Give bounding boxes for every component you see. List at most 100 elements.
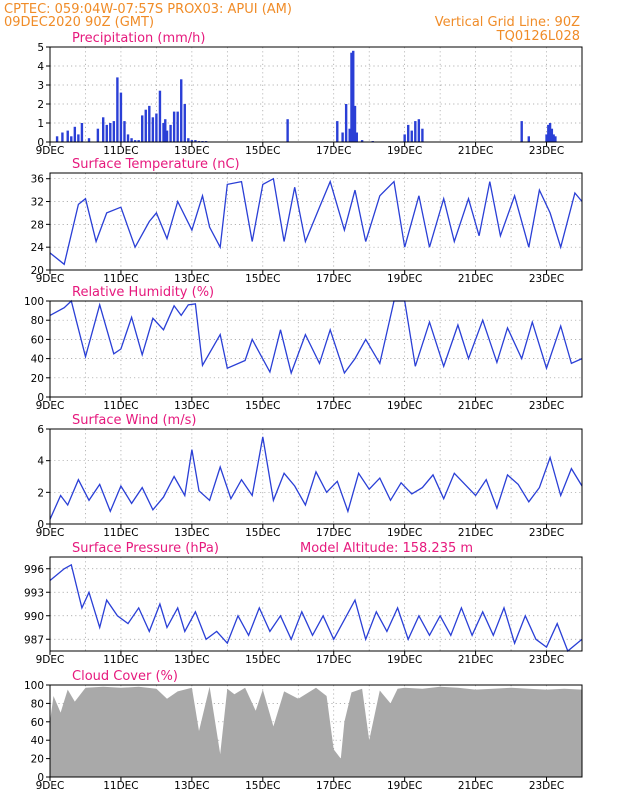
precip-bar <box>55 136 59 142</box>
cloud-cover-area <box>50 686 582 777</box>
precip-bar <box>151 117 155 142</box>
precip-bar <box>403 134 406 142</box>
y-tick-label: 100 <box>24 680 44 692</box>
precip-bar <box>350 52 353 143</box>
precip-frame <box>49 46 583 143</box>
x-tick-label: 19DEC <box>387 145 422 157</box>
precip-bar <box>87 138 91 142</box>
rh-title: Relative Humidity (%) <box>72 285 214 300</box>
precip-bar <box>80 123 84 142</box>
precip-bar <box>336 121 339 142</box>
wind-series-line <box>49 436 583 520</box>
header-model-code: TQ0126L028 <box>496 29 580 44</box>
y-tick-label: 3 <box>37 80 44 92</box>
y-tick-label: 0 <box>37 392 44 404</box>
x-tick-label: 9DEC <box>36 145 65 157</box>
precip-bar <box>341 132 344 142</box>
header-location: CPTEC: 059:04W-07:57S PROX03: APUI (AM) <box>4 2 292 17</box>
x-tick-label: 21DEC <box>458 400 493 412</box>
precip-bar <box>421 128 424 142</box>
rh-series-line <box>49 299 583 376</box>
precip-bar <box>73 126 77 142</box>
x-tick-label: 9DEC <box>36 527 65 539</box>
precip-bar <box>552 134 555 142</box>
x-tick-label: 13DEC <box>174 527 209 539</box>
y-tick-label: 993 <box>24 587 44 599</box>
x-tick-label: 19DEC <box>387 527 422 539</box>
precip-bar <box>353 105 357 142</box>
precip-bar <box>355 132 358 142</box>
wind-frame <box>49 428 583 525</box>
y-tick-label: 80 <box>31 315 44 327</box>
precip-bar <box>352 50 355 142</box>
precip-bar <box>119 92 123 142</box>
x-tick-label: 21DEC <box>458 273 493 285</box>
precip-bar <box>180 79 183 142</box>
x-tick-label: 15DEC <box>245 400 280 412</box>
x-tick-label: 13DEC <box>174 780 209 792</box>
y-tick-label: 1 <box>37 118 44 130</box>
cloud-frame <box>49 684 583 778</box>
rh-panel: 0 20 40 60 80 100 9DEC 11DEC 13DEC 15DEC 17DEC 19DE… <box>24 296 583 412</box>
x-tick-label: 15DEC <box>245 527 280 539</box>
y-tick-label: 36 <box>31 174 45 186</box>
precip-panel: 0 1 2 3 4 5 9DEC 11DEC 13DEC 15DEC 17DEC 19DEC 21DEC… <box>36 42 583 157</box>
precip-bar <box>102 117 105 142</box>
precip-bar <box>141 115 144 142</box>
precip-bar <box>77 134 80 142</box>
x-tick-label: 23DEC <box>529 145 564 157</box>
x-tick-label: 15DEC <box>245 780 280 792</box>
x-tick-label: 19DEC <box>387 273 422 285</box>
x-tick-label: 17DEC <box>316 780 351 792</box>
y-tick-label: 20 <box>31 373 44 385</box>
precip-bar <box>61 132 64 142</box>
wind-panel: 0 2 4 6 9DEC 11DEC 13DEC 15DEC 17DEC 19DEC 21DEC 23… <box>36 424 583 539</box>
precip-bar <box>407 124 410 142</box>
y-tick-label: 4 <box>37 61 44 73</box>
y-tick-label: 0 <box>37 772 44 784</box>
x-tick-label: 15DEC <box>245 145 280 157</box>
y-tick-label: 20 <box>31 754 44 766</box>
x-tick-label: 9DEC <box>36 654 65 666</box>
x-tick-label: 21DEC <box>458 654 493 666</box>
y-tick-label: 60 <box>31 717 44 729</box>
x-tick-label: 11DEC <box>103 780 138 792</box>
pressure-series-line <box>49 563 583 653</box>
y-tick-label: 990 <box>24 611 44 623</box>
cloud-title: Cloud Cover (%) <box>72 669 178 684</box>
precip-bar <box>155 113 158 142</box>
x-tick-label: 13DEC <box>174 145 209 157</box>
pressure-title: Surface Pressure (hPa) <box>72 541 219 556</box>
pressure-frame <box>49 556 583 652</box>
x-tick-label: 23DEC <box>529 400 564 412</box>
x-tick-label: 15DEC <box>245 654 280 666</box>
precip-bar <box>169 124 172 142</box>
y-tick-label: 40 <box>31 735 44 747</box>
precip-bar <box>70 136 73 142</box>
x-tick-label: 23DEC <box>529 654 564 666</box>
cloud-panel: 0 20 40 60 80 100 9DEC 11DEC 13DEC 15DEC 17DEC 19DE… <box>24 680 583 792</box>
precip-bar <box>183 104 186 142</box>
precip-title: Precipitation (mm/h) <box>72 31 205 46</box>
precip-bar <box>109 123 112 142</box>
x-tick-label: 11DEC <box>103 145 138 157</box>
precip-bar <box>360 140 364 142</box>
y-tick-label: 0 <box>37 519 44 531</box>
temp-frame <box>49 172 583 271</box>
precip-bar <box>66 130 69 142</box>
x-tick-label: 23DEC <box>529 273 564 285</box>
precip-bar <box>187 138 190 142</box>
precip-bar <box>144 109 147 142</box>
precip-bar <box>162 123 165 142</box>
pressure-panel: 987 990 993 996 9DEC 11DEC 13DEC 15DEC 17DEC 19DE… <box>24 556 583 666</box>
precip-bar <box>545 134 548 142</box>
precip-bar <box>176 111 179 142</box>
x-tick-label: 13DEC <box>174 654 209 666</box>
y-tick-label: 80 <box>31 698 44 710</box>
y-tick-label: 28 <box>31 219 44 231</box>
pressure-altitude-note: Model Altitude: 158.235 m <box>300 541 473 556</box>
x-tick-label: 23DEC <box>529 780 564 792</box>
wind-title: Surface Wind (m/s) <box>72 413 196 428</box>
y-tick-label: 24 <box>31 242 45 254</box>
x-tick-label: 17DEC <box>316 400 351 412</box>
